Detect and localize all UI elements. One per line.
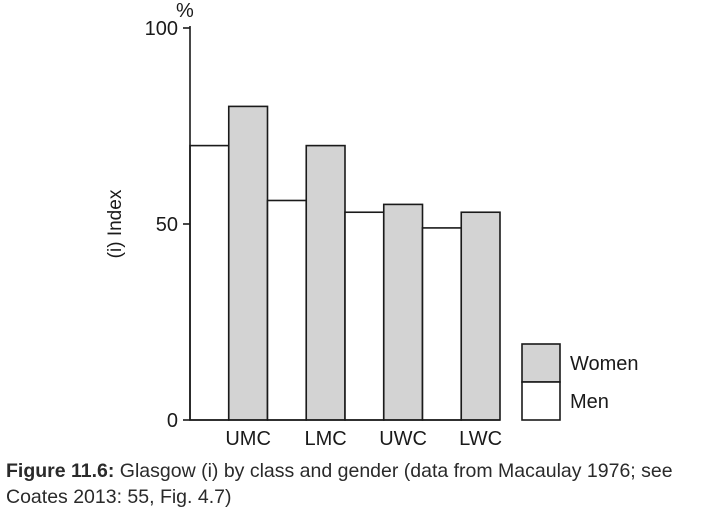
figure-caption: Figure 11.6: Glasgow (i) by class and ge… (6, 458, 711, 510)
bars-group (189, 105, 501, 421)
legend-label-men: Men (570, 391, 609, 413)
x-labels-group: UMC LMC UWC LWC (225, 428, 502, 450)
legend: Women Men (521, 343, 639, 421)
x-tick-label: LMC (305, 428, 347, 450)
bar-chart: 0 50 100 UMC LMC UWC LWC % (i) Index Women Men (105, 0, 639, 450)
legend-label-women: Women (570, 353, 639, 375)
y-axis-label: (i) Index (105, 189, 126, 258)
y-ticks-group: 0 50 100 (145, 18, 190, 432)
x-tick-label: UWC (379, 428, 427, 450)
bar-men-uwc (344, 211, 385, 421)
bar-men-umc (189, 144, 230, 421)
x-tick-label: UMC (225, 428, 271, 450)
y-tick-label: 100 (145, 18, 178, 40)
bar-women-uwc (382, 203, 424, 421)
bar-men-lwc (421, 227, 463, 421)
bar-men-lmc (266, 199, 308, 421)
x-tick-label: LWC (459, 428, 502, 450)
bar-women-lwc (460, 211, 501, 421)
bar-women-lmc (305, 144, 346, 421)
y-tick-label: 0 (167, 410, 178, 432)
legend-swatch-women (521, 343, 561, 383)
y-tick-label: 50 (156, 214, 178, 236)
legend-swatch-men (521, 381, 561, 421)
bar-women-umc (227, 105, 269, 421)
y-axis-unit: % (176, 0, 194, 22)
caption-label: Figure 11.6: (6, 460, 115, 482)
caption-text: Glasgow (i) by class and gender (data fr… (6, 460, 673, 508)
